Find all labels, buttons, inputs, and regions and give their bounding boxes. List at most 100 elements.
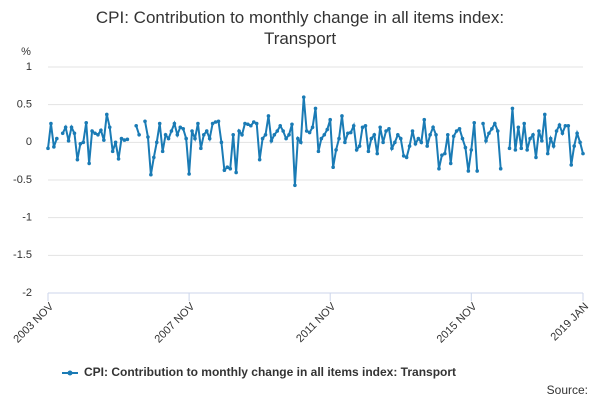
data-point xyxy=(278,123,283,128)
legend-label: CPI: Contribution to monthly change in a… xyxy=(84,365,456,379)
data-point xyxy=(60,131,65,136)
data-point xyxy=(340,114,344,118)
data-point xyxy=(343,140,347,145)
data-point xyxy=(443,151,447,156)
data-point xyxy=(266,114,271,118)
data-point xyxy=(422,117,427,122)
data-point xyxy=(346,131,350,136)
data-point xyxy=(316,149,321,154)
data-point xyxy=(390,146,394,151)
data-point xyxy=(87,161,91,166)
data-point xyxy=(487,131,491,136)
data-point xyxy=(240,133,244,137)
data-point xyxy=(537,129,541,133)
data-point xyxy=(96,133,100,137)
data-point xyxy=(146,135,150,139)
data-point xyxy=(204,129,209,133)
data-point xyxy=(490,126,494,131)
data-point xyxy=(269,139,274,143)
x-tick-label: 2003 NOV xyxy=(11,300,56,345)
data-point xyxy=(434,133,438,137)
data-point xyxy=(237,129,241,133)
y-tick-label: -1 xyxy=(22,212,32,224)
data-point xyxy=(334,148,338,152)
data-point xyxy=(466,169,471,173)
data-point xyxy=(246,122,250,127)
data-point xyxy=(284,136,288,141)
data-point xyxy=(534,155,538,160)
data-point xyxy=(69,125,74,130)
data-point xyxy=(569,163,574,167)
data-point xyxy=(90,129,94,133)
data-point xyxy=(184,136,188,141)
data-point xyxy=(416,136,421,141)
data-point xyxy=(104,112,109,117)
data-point xyxy=(319,136,324,141)
data-point xyxy=(275,129,280,133)
data-point xyxy=(475,169,479,173)
data-point xyxy=(207,136,212,141)
data-point xyxy=(166,136,171,141)
data-point xyxy=(175,133,180,137)
data-point xyxy=(454,129,459,133)
data-point xyxy=(307,130,312,135)
data-point xyxy=(172,121,177,126)
data-point xyxy=(398,136,403,141)
data-point xyxy=(325,127,330,132)
data-point xyxy=(510,106,515,111)
data-point xyxy=(178,125,183,130)
data-point xyxy=(125,137,130,142)
data-point xyxy=(531,133,535,137)
data-point xyxy=(99,128,103,133)
chart-title: CPI: Contribution to monthly change in a… xyxy=(96,8,504,48)
data-point xyxy=(396,133,400,137)
data-point xyxy=(431,125,435,130)
data-point xyxy=(525,148,529,152)
data-point xyxy=(169,129,174,133)
data-point xyxy=(413,142,418,146)
y-unit: % xyxy=(21,46,31,58)
data-point xyxy=(116,157,121,161)
data-point xyxy=(516,125,521,130)
data-point xyxy=(357,144,362,148)
data-point xyxy=(254,121,259,126)
x-tick-label: 2007 NOV xyxy=(152,300,197,345)
data-point xyxy=(440,153,444,157)
data-point xyxy=(251,120,256,124)
data-point xyxy=(560,131,565,136)
data-point xyxy=(110,149,115,154)
data-point xyxy=(216,119,221,124)
data-point xyxy=(410,129,415,133)
data-point xyxy=(219,140,224,145)
data-point xyxy=(451,134,456,139)
data-point xyxy=(548,136,553,141)
data-point xyxy=(231,133,235,137)
data-point xyxy=(519,146,524,151)
y-tick-label: -1.5 xyxy=(13,249,32,261)
data-point xyxy=(52,145,56,149)
data-point xyxy=(351,123,356,128)
data-point xyxy=(578,140,582,145)
data-point xyxy=(384,129,388,133)
data-point xyxy=(260,136,265,141)
data-point xyxy=(563,123,568,128)
data-point xyxy=(566,123,571,128)
data-point xyxy=(437,166,441,171)
data-point xyxy=(160,149,165,154)
data-point xyxy=(495,129,500,133)
data-point xyxy=(299,140,303,145)
data-point xyxy=(498,166,503,171)
data-point xyxy=(290,122,294,127)
data-point xyxy=(407,144,412,148)
data-point xyxy=(354,148,359,152)
data-point xyxy=(381,140,385,145)
data-point xyxy=(78,142,83,146)
data-point xyxy=(152,155,156,160)
data-point xyxy=(272,133,277,137)
data-point xyxy=(507,146,512,151)
data-point xyxy=(72,131,77,136)
data-point xyxy=(304,129,309,133)
data-point xyxy=(387,126,391,131)
data-point xyxy=(419,140,424,145)
x-tick-label: 2019 JAN xyxy=(549,301,592,344)
